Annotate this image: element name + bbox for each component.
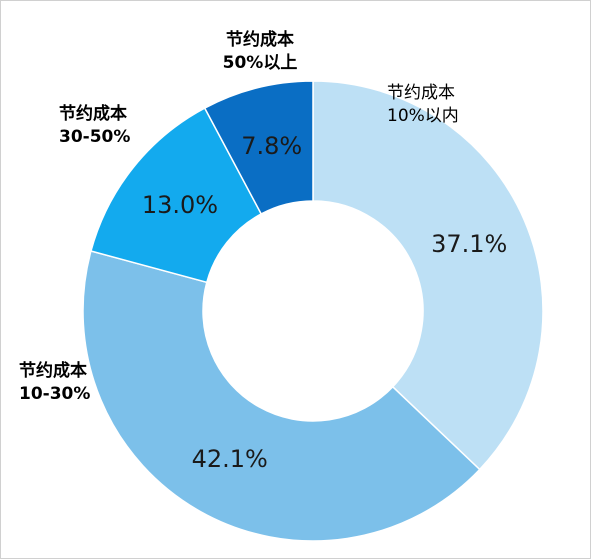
value-labels: 37.1% 42.1% 13.0% 7.8%: [142, 132, 507, 473]
category-label-1: 节约成本 10%以内: [387, 83, 459, 126]
value-label-3: 13.0%: [142, 191, 218, 219]
donut-slices: [82, 80, 544, 542]
category-label-4: 节约成本 50%以上: [223, 29, 298, 73]
value-label-2: 42.1%: [192, 445, 268, 473]
value-label-4: 7.8%: [241, 132, 302, 160]
donut-slice-2: [82, 250, 481, 542]
donut-slice-1: [312, 80, 544, 471]
donut-slice-4: [203, 80, 314, 215]
category-label-2: 节约成本 10-30%: [19, 360, 90, 404]
value-label-1: 37.1%: [431, 230, 507, 258]
category-label-3: 节约成本 30-50%: [59, 103, 130, 147]
